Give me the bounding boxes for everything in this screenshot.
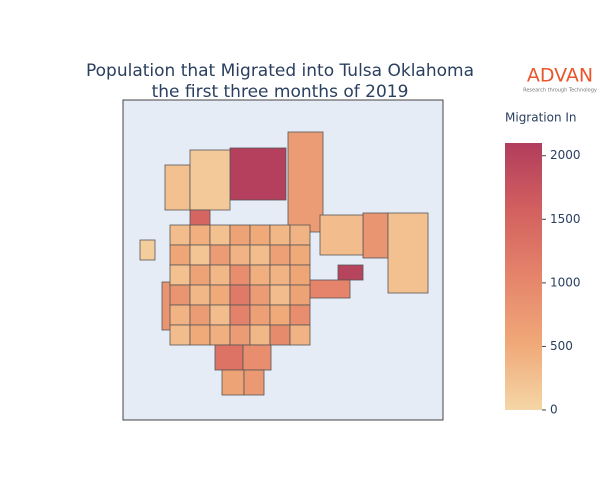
region	[169, 324, 191, 346]
region	[189, 304, 211, 326]
region	[269, 264, 291, 286]
region	[289, 244, 311, 266]
colorbar-tick-label: 2000	[550, 148, 581, 162]
region	[249, 224, 271, 246]
region	[189, 149, 231, 211]
region	[139, 239, 156, 261]
region	[269, 224, 291, 246]
chart-title: Population that Migrated into Tulsa Okla…	[86, 61, 474, 81]
region	[319, 214, 364, 256]
region	[229, 147, 287, 201]
region	[169, 224, 191, 246]
region	[269, 304, 291, 326]
region	[169, 284, 191, 306]
region	[287, 131, 324, 233]
region	[289, 284, 311, 306]
region	[249, 264, 271, 286]
region	[289, 324, 311, 346]
region	[249, 304, 271, 326]
region	[209, 264, 231, 286]
region	[289, 224, 311, 246]
colorbar	[505, 143, 542, 410]
region	[289, 304, 311, 326]
region	[269, 324, 291, 346]
region	[387, 212, 429, 294]
region	[249, 324, 271, 346]
region	[209, 304, 231, 326]
logo-tagline: Research through Technology	[523, 88, 597, 94]
region	[249, 284, 271, 306]
region	[229, 284, 251, 306]
region	[189, 244, 211, 266]
region	[214, 344, 244, 371]
region	[189, 284, 211, 306]
region	[221, 369, 245, 396]
colorbar-tick-label: 1000	[550, 275, 581, 289]
region	[169, 304, 191, 326]
region	[189, 324, 211, 346]
region	[337, 264, 364, 281]
colorbar-tick-label: 0	[550, 403, 558, 417]
region	[189, 264, 211, 286]
region	[289, 264, 311, 286]
region	[229, 264, 251, 286]
region	[209, 284, 231, 306]
region	[269, 284, 291, 306]
region	[242, 344, 272, 371]
region	[209, 324, 231, 346]
region	[209, 244, 231, 266]
region	[249, 244, 271, 266]
colorbar-title: Migration In	[505, 111, 577, 125]
region	[189, 224, 211, 246]
logo: ADVAN	[527, 65, 593, 87]
colorbar-tick-label: 1500	[550, 212, 581, 226]
colorbar-tick-label: 500	[550, 339, 573, 353]
region	[243, 369, 265, 396]
region	[209, 224, 231, 246]
region	[229, 324, 251, 346]
region	[229, 224, 251, 246]
region	[164, 164, 191, 211]
region	[169, 264, 191, 286]
region	[362, 212, 389, 259]
chart-title: the first three months of 2019	[152, 82, 409, 102]
region	[229, 304, 251, 326]
region	[169, 244, 191, 266]
region	[229, 244, 251, 266]
region	[269, 244, 291, 266]
